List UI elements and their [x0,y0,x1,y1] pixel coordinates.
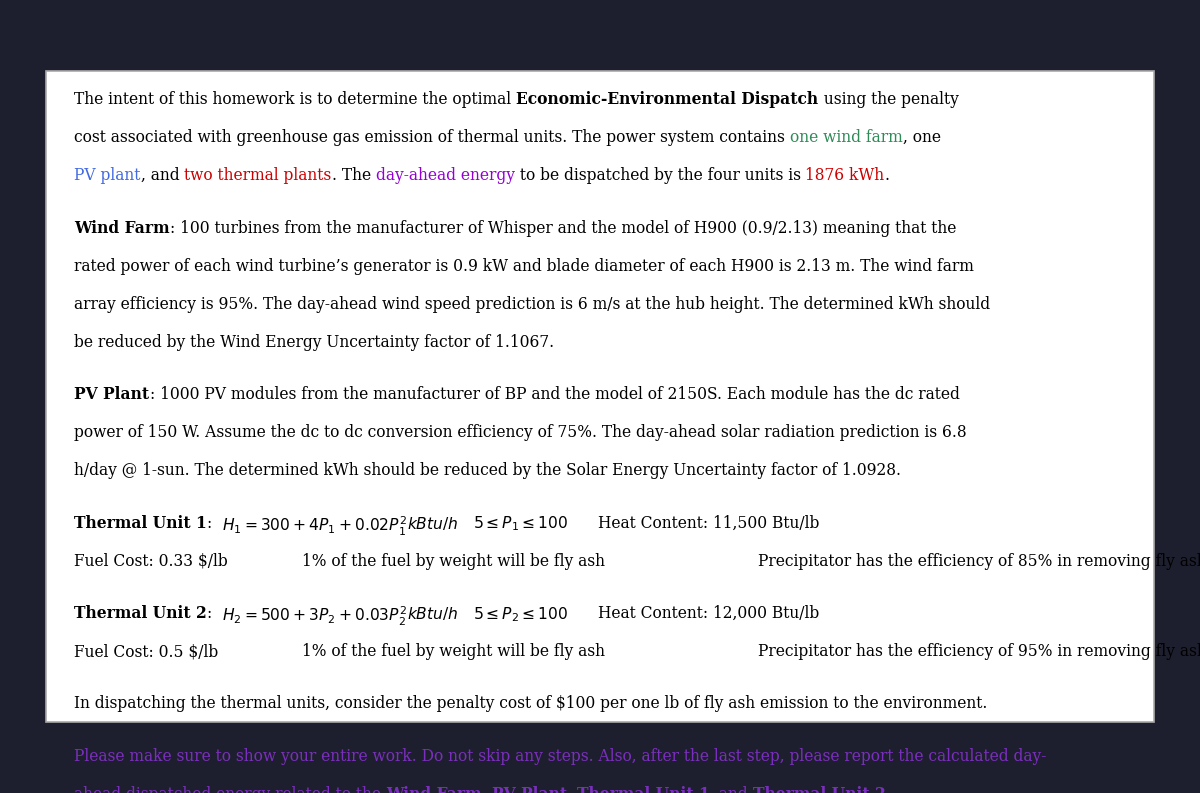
Text: to be dispatched by the four units is: to be dispatched by the four units is [515,167,805,184]
Text: Fuel Cost: 0.5 $/lb: Fuel Cost: 0.5 $/lb [74,643,218,660]
Text: Wind Farm: Wind Farm [386,786,482,793]
Text: : 1000 PV modules from the manufacturer of BP and the model of 2150S. Each modul: : 1000 PV modules from the manufacturer … [150,386,960,403]
Text: :: : [208,605,222,622]
Text: .: . [886,786,890,793]
Text: $H_1 = 300 + 4P_1 + 0.02P_1^2$: $H_1 = 300 + 4P_1 + 0.02P_1^2$ [222,515,407,538]
Text: h/day @ 1-sun. The determined kWh should be reduced by the Solar Energy Uncertai: h/day @ 1-sun. The determined kWh should… [74,462,901,479]
Text: $5 \leq P_1 \leq 100$: $5 \leq P_1 \leq 100$ [473,515,569,534]
Text: 1% of the fuel by weight will be fly ash: 1% of the fuel by weight will be fly ash [302,553,606,569]
Text: rated power of each wind turbine’s generator is 0.9 kW and blade diameter of eac: rated power of each wind turbine’s gener… [74,258,974,274]
Text: The intent of this homework is to determine the optimal: The intent of this homework is to determ… [74,91,516,108]
Text: Precipitator has the efficiency of 85% in removing fly ash: Precipitator has the efficiency of 85% i… [758,553,1200,569]
Text: . The: . The [331,167,376,184]
Text: ,: , [482,786,492,793]
FancyBboxPatch shape [46,71,1154,722]
Text: $5 \leq P_2 \leq 100$: $5 \leq P_2 \leq 100$ [473,605,569,624]
Text: PV plant: PV plant [74,167,140,184]
Text: Thermal Unit 2: Thermal Unit 2 [752,786,886,793]
Text: Heat Content: 11,500 Btu/lb: Heat Content: 11,500 Btu/lb [599,515,820,531]
Text: array efficiency is 95%. The day-ahead wind speed prediction is 6 m/s at the hub: array efficiency is 95%. The day-ahead w… [74,296,990,312]
Text: .: . [884,167,889,184]
Text: ,: , [566,786,576,793]
Text: Precipitator has the efficiency of 95% in removing fly ash: Precipitator has the efficiency of 95% i… [758,643,1200,660]
Text: two thermal plants: two thermal plants [185,167,331,184]
Text: Thermal Unit 1: Thermal Unit 1 [74,515,208,531]
Text: , and: , and [709,786,752,793]
Text: : 100 turbines from the manufacturer of Whisper and the model of H900 (0.9/2.13): : 100 turbines from the manufacturer of … [170,220,956,236]
Text: one wind farm: one wind farm [790,129,902,146]
Text: Economic-Environmental Dispatch: Economic-Environmental Dispatch [516,91,818,108]
Text: , one: , one [902,129,941,146]
Text: Wind Farm: Wind Farm [74,220,170,236]
Text: PV Plant: PV Plant [74,386,150,403]
Text: :: : [208,515,222,531]
Text: cost associated with greenhouse gas emission of thermal units. The power system : cost associated with greenhouse gas emis… [74,129,790,146]
Text: In dispatching the thermal units, consider the penalty cost of $100 per one lb o: In dispatching the thermal units, consid… [74,695,988,712]
Text: $\mathit{kBtu / h}$: $\mathit{kBtu / h}$ [407,515,458,531]
Text: using the penalty: using the penalty [818,91,959,108]
Text: Heat Content: 12,000 Btu/lb: Heat Content: 12,000 Btu/lb [599,605,820,622]
Text: 1876 kWh: 1876 kWh [805,167,884,184]
Text: Please make sure to show your entire work. Do not skip any steps. Also, after th: Please make sure to show your entire wor… [74,748,1046,764]
Text: day-ahead energy: day-ahead energy [376,167,515,184]
Text: power of 150 W. Assume the dc to dc conversion efficiency of 75%. The day-ahead : power of 150 W. Assume the dc to dc conv… [74,424,967,441]
Text: , and: , and [140,167,185,184]
Text: PV Plant: PV Plant [492,786,566,793]
Text: 1% of the fuel by weight will be fly ash: 1% of the fuel by weight will be fly ash [302,643,606,660]
Text: Fuel Cost: 0.33 $/lb: Fuel Cost: 0.33 $/lb [74,553,228,569]
Text: ahead dispatched energy related to the: ahead dispatched energy related to the [74,786,386,793]
Text: be reduced by the Wind Energy Uncertainty factor of 1.1067.: be reduced by the Wind Energy Uncertaint… [74,334,554,351]
Text: Thermal Unit 1: Thermal Unit 1 [576,786,709,793]
Text: Thermal Unit 2: Thermal Unit 2 [74,605,208,622]
Text: $H_2 = 500 + 3P_2 + 0.03P_2^2$: $H_2 = 500 + 3P_2 + 0.03P_2^2$ [222,605,407,628]
Text: $\mathit{kBtu / h}$: $\mathit{kBtu / h}$ [407,605,458,622]
